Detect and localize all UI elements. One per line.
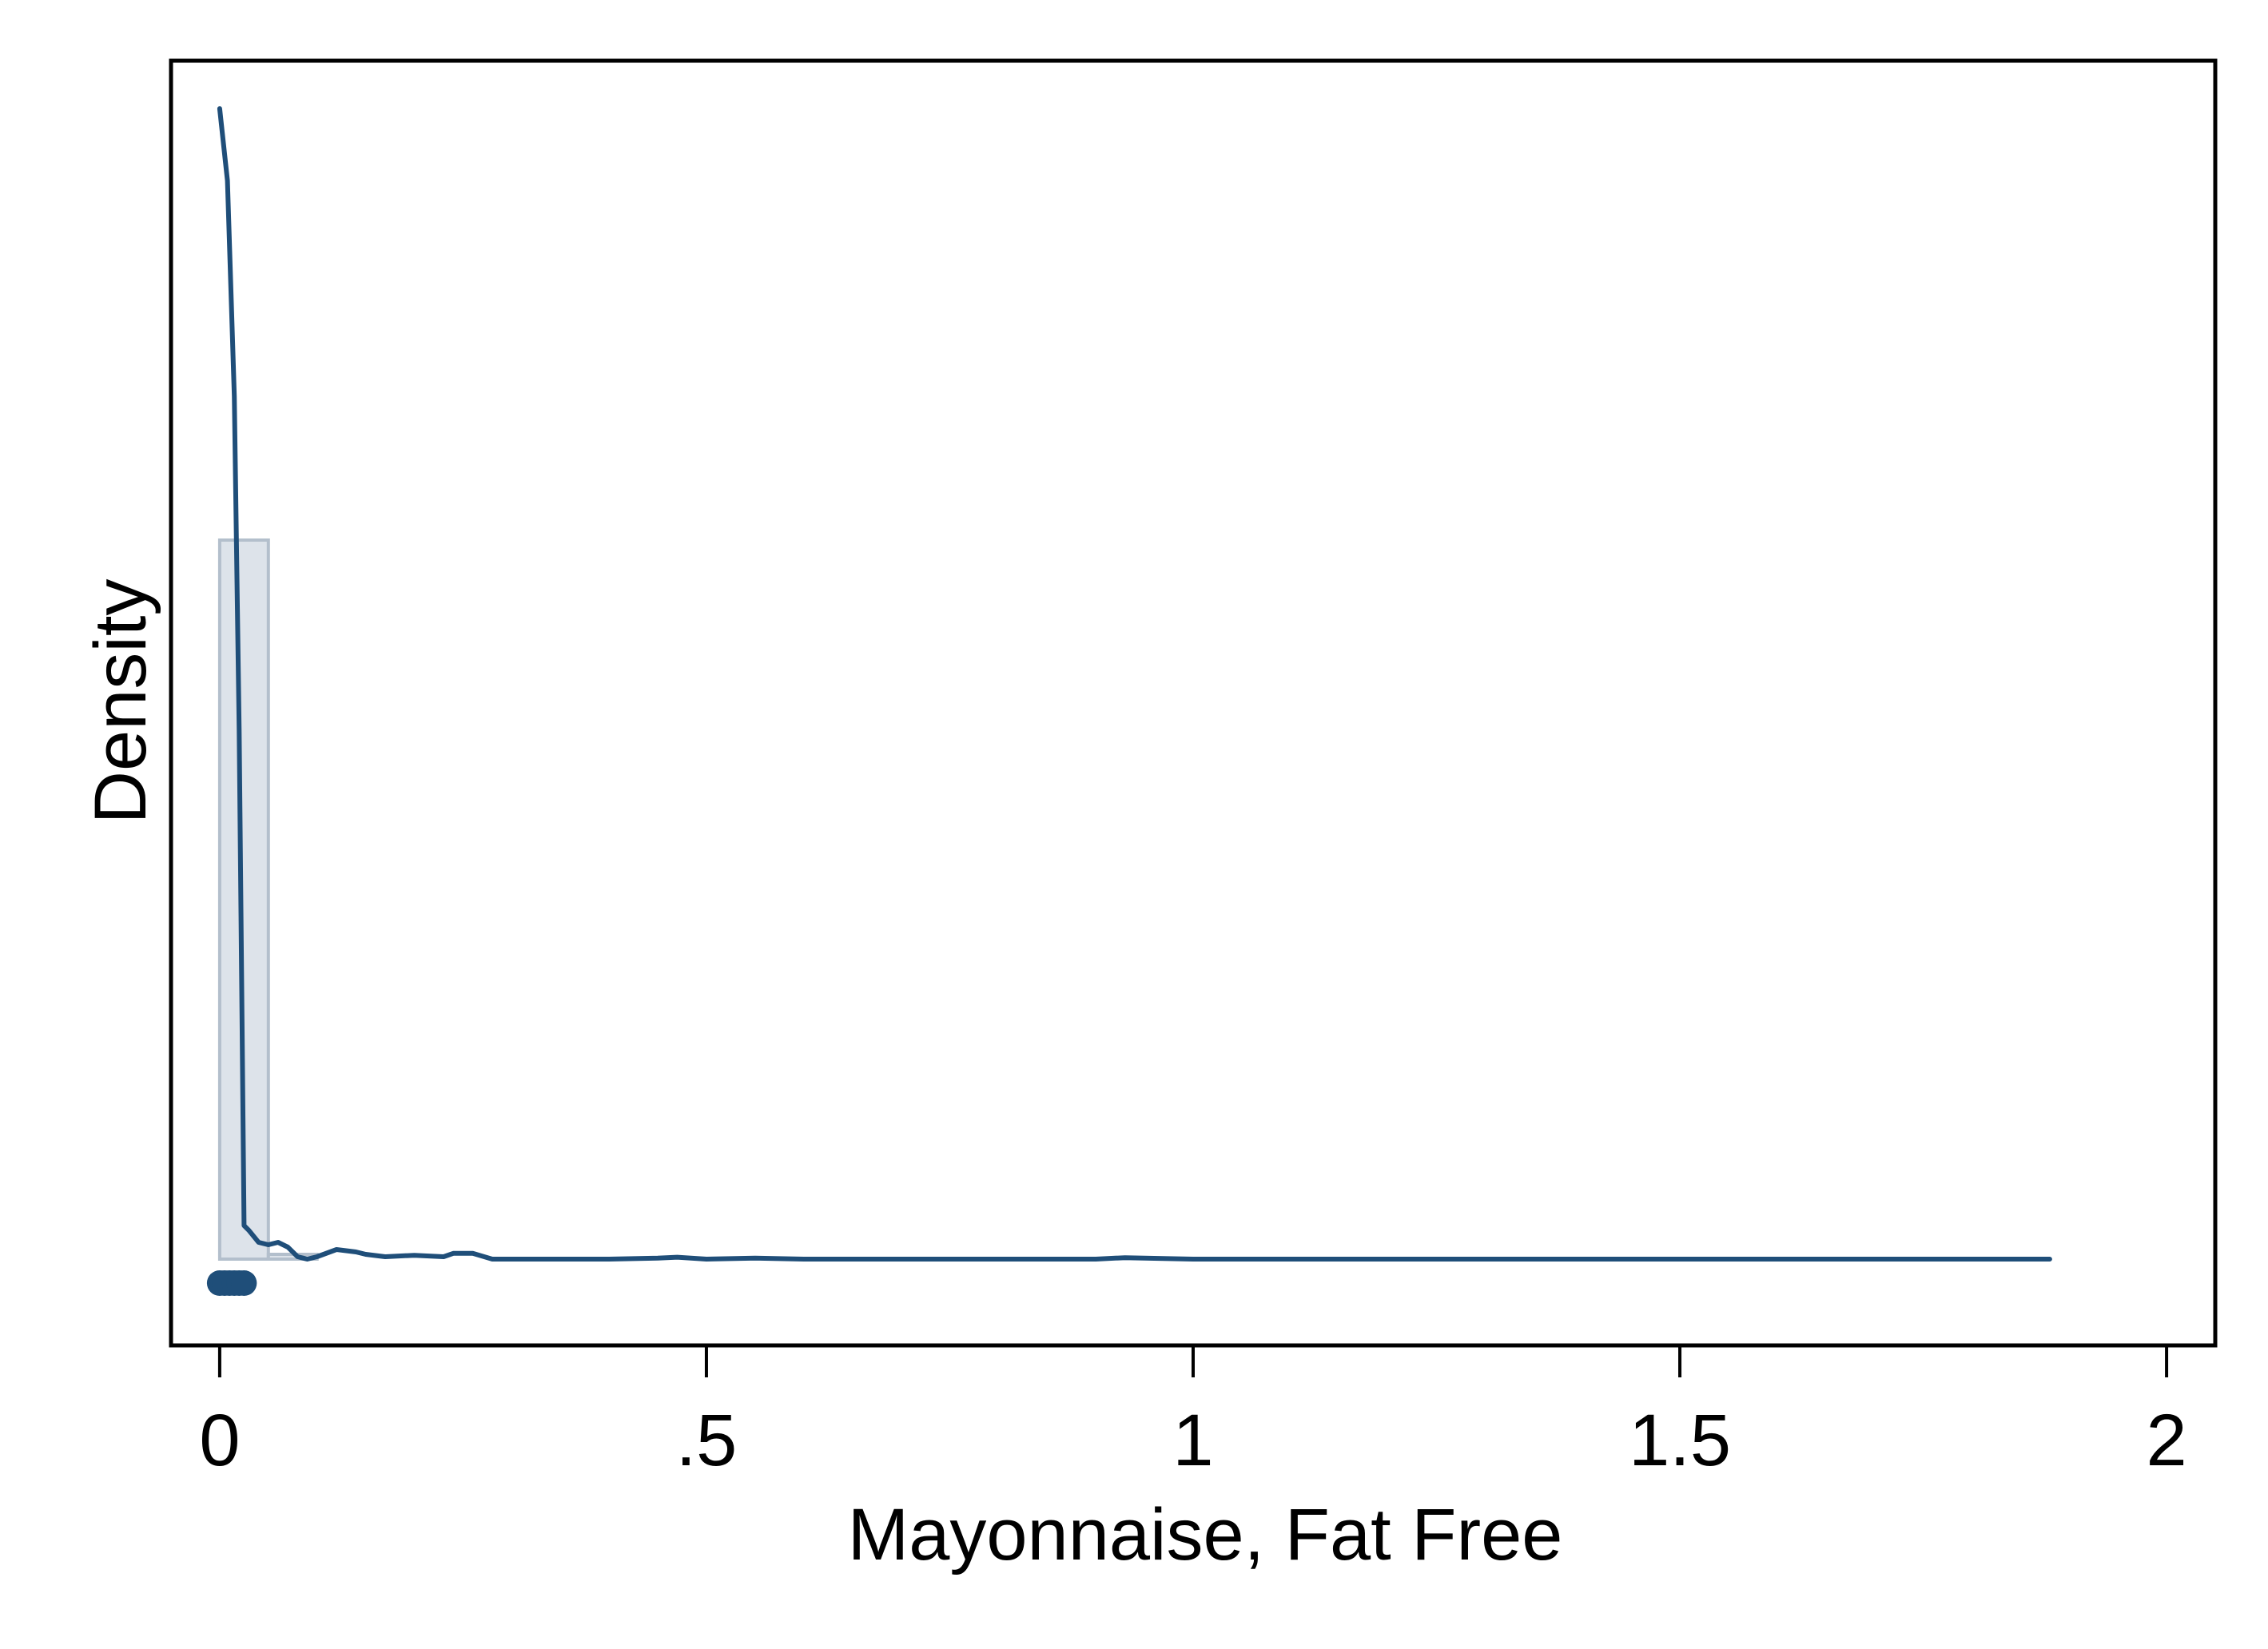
x-tick-label: 2 xyxy=(2147,1400,2187,1481)
y-axis-label: Density xyxy=(80,579,161,824)
rug-marker xyxy=(231,1270,257,1296)
x-tick-label: 1.5 xyxy=(1629,1400,1731,1481)
x-axis-label: Mayonnaise, Fat Free xyxy=(848,1494,1563,1575)
x-tick-label: .5 xyxy=(676,1400,738,1481)
rug-markers xyxy=(207,1270,257,1296)
x-tick-label: 0 xyxy=(199,1400,240,1481)
x-tick-label: 1 xyxy=(1172,1400,1213,1481)
